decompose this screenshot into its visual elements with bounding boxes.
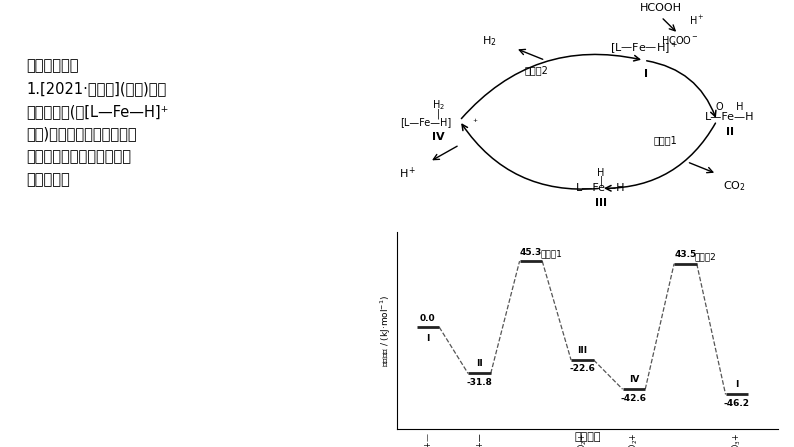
- Text: IV: IV: [629, 375, 639, 384]
- Text: H$_2$: H$_2$: [432, 98, 445, 112]
- Text: CO$_2$: CO$_2$: [723, 179, 746, 193]
- Text: H$_2$: H$_2$: [482, 34, 497, 48]
- Text: III: III: [595, 198, 607, 208]
- Text: IV: IV: [432, 131, 445, 142]
- Text: -22.6: -22.6: [569, 364, 596, 373]
- Text: HCOOH+CO$_2$+: HCOOH+CO$_2$+: [576, 432, 588, 447]
- Text: -46.2: -46.2: [724, 399, 750, 408]
- Text: L—Fe—H: L—Fe—H: [705, 112, 754, 122]
- Text: H: H: [597, 168, 605, 177]
- Text: II: II: [476, 359, 483, 368]
- Text: H$^+$: H$^+$: [399, 166, 417, 181]
- Text: 过渡态1: 过渡态1: [540, 249, 562, 258]
- Text: I: I: [426, 334, 430, 343]
- Text: HCOO$^-$+HCOOH+—: HCOO$^-$+HCOOH+—: [422, 432, 434, 447]
- Text: I: I: [735, 380, 738, 389]
- Text: I: I: [644, 69, 648, 79]
- Text: H$^+$: H$^+$: [689, 14, 704, 27]
- Text: 高考真题演练
1.[2021·湖南卷](双选)铁的
配合物离子(用[L—Fe—H]⁺
表示)催化某反应的一种反应
机理和相对能量的变化情况
如图所示：: 高考真题演练 1.[2021·湖南卷](双选)铁的 配合物离子(用[L—Fe—H…: [26, 58, 168, 187]
- Text: |: |: [437, 108, 440, 119]
- Y-axis label: 相对能量 / (kJ·mol$^{-1}$): 相对能量 / (kJ·mol$^{-1}$): [379, 295, 393, 367]
- Text: L—Fe—H: L—Fe—H: [576, 183, 626, 193]
- Text: |: |: [599, 176, 603, 186]
- Text: [L—Fe—H]$^+$: [L—Fe—H]$^+$: [610, 40, 678, 57]
- Text: II: II: [726, 127, 734, 137]
- Text: [L—Fe—H]: [L—Fe—H]: [399, 117, 451, 127]
- Text: HCOOH+—: HCOOH+—: [475, 432, 484, 447]
- Text: $^+$: $^+$: [471, 118, 479, 127]
- Text: -31.8: -31.8: [466, 378, 492, 387]
- Text: HCOO$^-$+CO$_2$+: HCOO$^-$+CO$_2$+: [628, 432, 640, 447]
- Text: 45.3: 45.3: [520, 248, 542, 257]
- Text: O    H: O H: [716, 102, 743, 112]
- Text: -42.6: -42.6: [621, 393, 647, 403]
- X-axis label: 反应进程: 反应进程: [574, 432, 601, 442]
- Text: 0.0: 0.0: [420, 314, 436, 323]
- Text: HCOO$^-$+H$_2$CO$_3$+: HCOO$^-$+H$_2$CO$_3$+: [730, 432, 743, 447]
- Text: 过渡态2: 过渡态2: [525, 65, 549, 75]
- Text: HCOO$^-$: HCOO$^-$: [661, 34, 700, 46]
- Text: III: III: [577, 346, 588, 355]
- Text: 过渡态1: 过渡态1: [653, 135, 677, 145]
- Text: HCOOH: HCOOH: [640, 4, 682, 13]
- Text: 43.5: 43.5: [674, 250, 696, 259]
- Text: 过渡态2: 过渡态2: [695, 252, 716, 261]
